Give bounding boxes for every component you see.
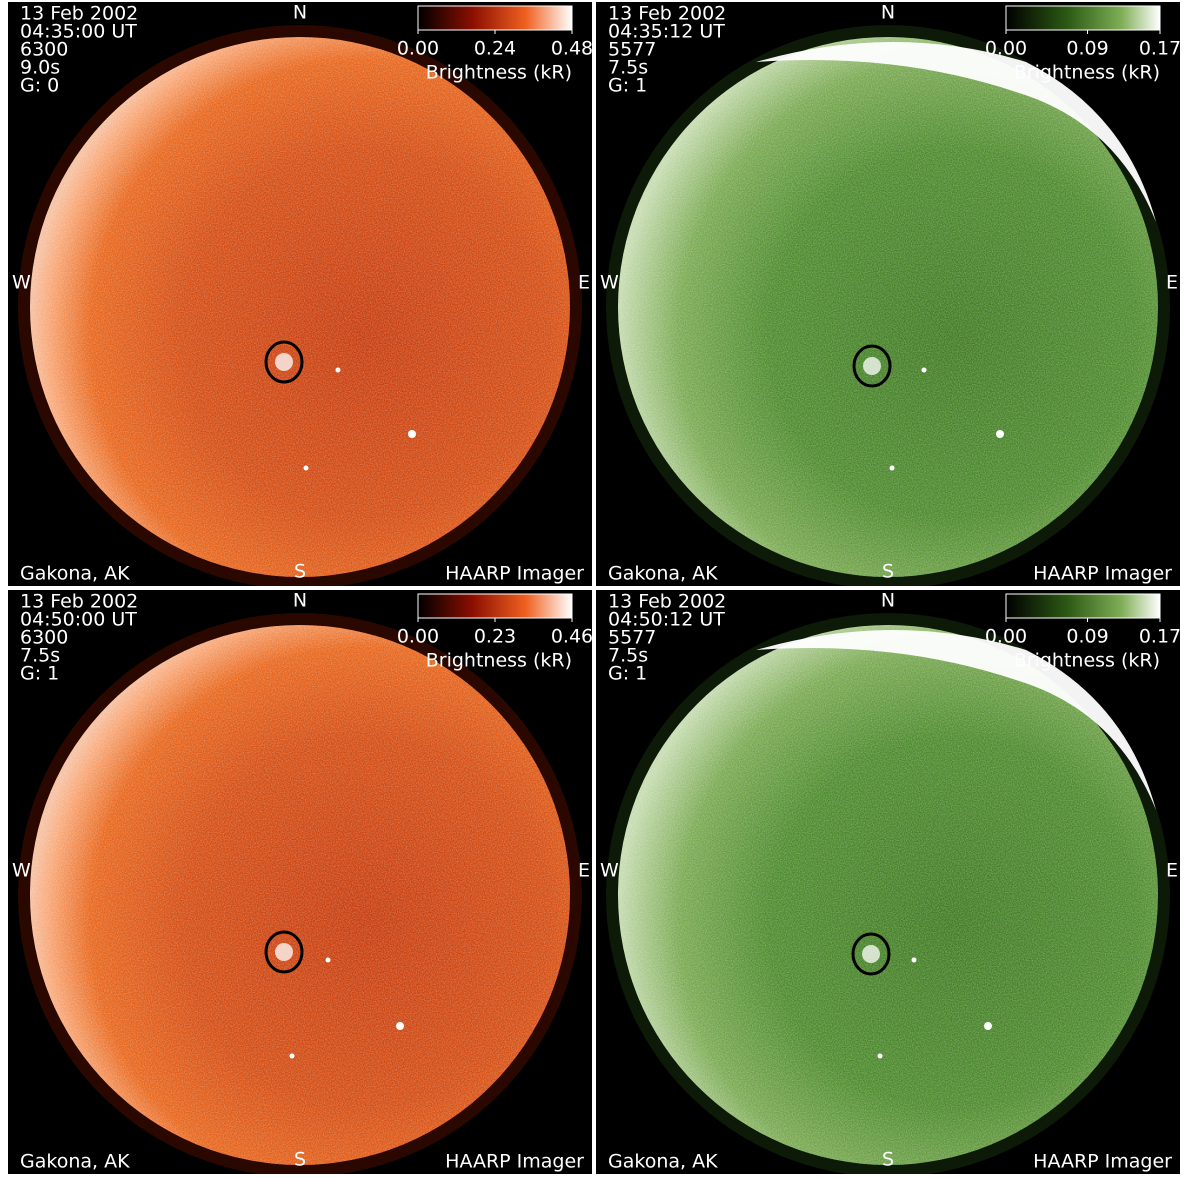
info-wavelength: 5577 [608, 627, 656, 649]
info-exposure: 7.5s [608, 57, 648, 79]
info-date: 13 Feb 2002 [608, 3, 726, 25]
star [862, 945, 880, 963]
bright-limb [756, 42, 1156, 222]
colorbar [1005, 5, 1161, 31]
colorbar-tick-label: 0.09 [1066, 626, 1108, 648]
colorbar-tick-label: 0.17 [1139, 38, 1181, 60]
south-label: S [882, 1149, 894, 1171]
info-time: 04:35:00 UT [20, 21, 137, 43]
colorbar-tick-label: 0.00 [397, 38, 439, 60]
colorbar-label: Brightness (kR) [1014, 650, 1160, 672]
star [996, 430, 1004, 438]
info-gain: G: 0 [20, 75, 59, 97]
west-label: W [12, 860, 31, 882]
east-label: E [578, 272, 590, 294]
instrument: HAARP Imager [1033, 1151, 1172, 1173]
target-marker [852, 344, 892, 388]
star [408, 430, 416, 438]
info-wavelength: 6300 [20, 39, 68, 61]
colorbar [417, 593, 573, 619]
panel-image [596, 2, 1180, 586]
info-exposure: 7.5s [608, 645, 648, 667]
north-label: N [293, 590, 307, 612]
bright-limb [756, 630, 1156, 810]
east-label: E [578, 860, 590, 882]
noise [30, 37, 570, 577]
noise [618, 625, 1158, 1165]
star [877, 1053, 883, 1059]
info-gain: G: 1 [20, 663, 59, 685]
south-label: S [882, 561, 894, 583]
colorbar-tick-label: 0.00 [397, 626, 439, 648]
east-label: E [1166, 860, 1178, 882]
star [921, 367, 927, 373]
colorbar-tick-label: 0.00 [985, 626, 1027, 648]
colorbar-label: Brightness (kR) [1014, 62, 1160, 84]
info-date: 13 Feb 2002 [608, 591, 726, 613]
colorbar-tick-label: 0.00 [985, 38, 1027, 60]
info-wavelength: 5577 [608, 39, 656, 61]
colorbar-tick-label: 0.17 [1139, 626, 1181, 648]
info-gain: G: 1 [608, 663, 647, 685]
location: Gakona, AK [20, 563, 130, 585]
west-label: W [600, 860, 619, 882]
star [889, 465, 895, 471]
colorbar-label: Brightness (kR) [426, 650, 572, 672]
info-time: 04:50:00 UT [20, 609, 137, 631]
info-wavelength: 6300 [20, 627, 68, 649]
info-exposure: 7.5s [20, 645, 60, 667]
instrument: HAARP Imager [1033, 563, 1172, 585]
star [335, 367, 341, 373]
colorbar-tick-label: 0.09 [1066, 38, 1108, 60]
west-label: W [12, 272, 31, 294]
colorbar-tick-label: 0.46 [551, 626, 593, 648]
colorbar [1005, 593, 1161, 619]
north-label: N [881, 2, 895, 24]
colorbar-tick-label: 0.24 [474, 38, 516, 60]
colorbar-tick-label: 0.23 [474, 626, 516, 648]
panel-image [8, 590, 592, 1174]
info-gain: G: 1 [608, 75, 647, 97]
instrument: HAARP Imager [445, 563, 584, 585]
info-date: 13 Feb 2002 [20, 591, 138, 613]
star [863, 357, 881, 375]
south-label: S [294, 1149, 306, 1171]
star [984, 1022, 992, 1030]
star [303, 465, 309, 471]
target-marker [264, 340, 304, 384]
info-time: 04:35:12 UT [608, 21, 725, 43]
north-label: N [293, 2, 307, 24]
west-label: W [600, 272, 619, 294]
colorbar [417, 5, 573, 31]
colorbar-label: Brightness (kR) [426, 62, 572, 84]
panel-image [8, 2, 592, 586]
noise [618, 37, 1158, 577]
colorbar-tick-label: 0.48 [551, 38, 593, 60]
star [275, 943, 293, 961]
target-marker [851, 932, 891, 976]
north-label: N [881, 590, 895, 612]
star [289, 1053, 295, 1059]
star [275, 353, 293, 371]
noise [30, 625, 570, 1165]
info-time: 04:50:12 UT [608, 609, 725, 631]
location: Gakona, AK [20, 1151, 130, 1173]
location: Gakona, AK [608, 1151, 718, 1173]
star [325, 957, 331, 963]
info-date: 13 Feb 2002 [20, 3, 138, 25]
instrument: HAARP Imager [445, 1151, 584, 1173]
south-label: S [294, 561, 306, 583]
star [396, 1022, 404, 1030]
panel-image [596, 590, 1180, 1174]
star [911, 957, 917, 963]
target-marker [264, 930, 304, 974]
location: Gakona, AK [608, 563, 718, 585]
east-label: E [1166, 272, 1178, 294]
info-exposure: 9.0s [20, 57, 60, 79]
